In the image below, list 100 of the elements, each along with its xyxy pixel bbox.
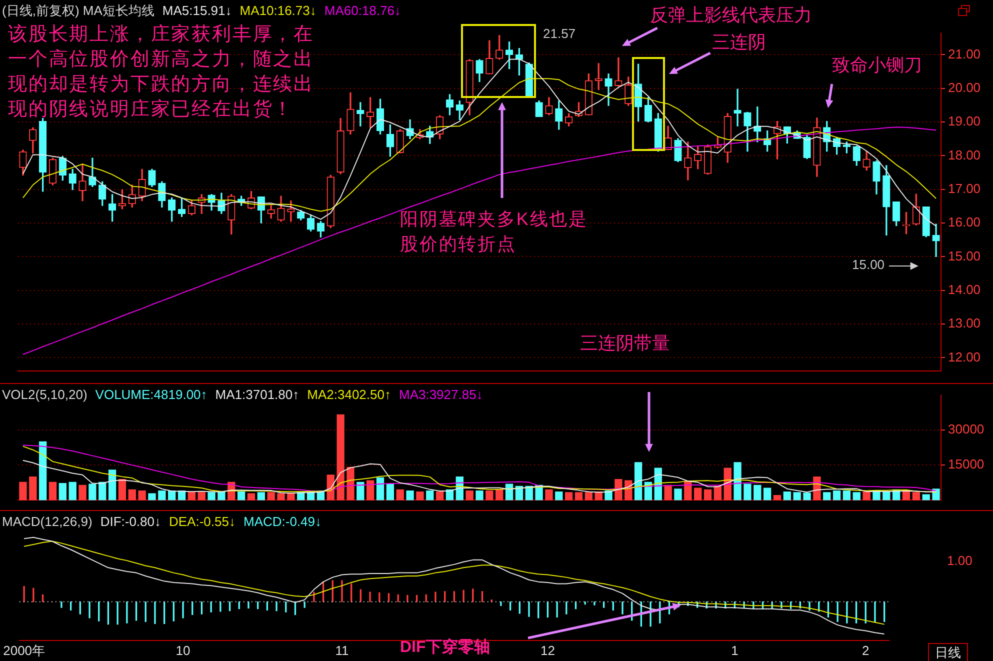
bar bbox=[832, 490, 841, 500]
x-tick-label: 12 bbox=[540, 642, 555, 658]
y-tick-label: 14.00 bbox=[948, 282, 981, 297]
bar bbox=[416, 491, 424, 500]
bar bbox=[584, 492, 592, 500]
bar bbox=[754, 484, 762, 500]
x-tick-label: 11 bbox=[335, 642, 349, 658]
bar bbox=[346, 466, 354, 500]
annotation: 三连阴带量 bbox=[580, 332, 670, 355]
text: MA60:18.76↓ bbox=[324, 3, 401, 18]
bar bbox=[396, 489, 404, 500]
bar bbox=[98, 482, 106, 500]
bar bbox=[614, 479, 622, 500]
y-tick-label: 15000 bbox=[948, 456, 984, 472]
candlestick bbox=[734, 88, 742, 126]
bar bbox=[198, 492, 206, 500]
bar bbox=[486, 490, 494, 500]
bar bbox=[108, 470, 116, 500]
text: MA2:3402.50↑ bbox=[307, 387, 391, 402]
text: 反弹上影线代表压力 bbox=[650, 4, 812, 27]
bar bbox=[118, 479, 126, 500]
x-tick-label: 10 bbox=[176, 642, 190, 658]
annotation: 阳阴墓碑夹多K线也是股价的转折点 bbox=[400, 208, 590, 256]
bar bbox=[714, 486, 722, 500]
annotation: 21.57 bbox=[542, 26, 577, 41]
bar bbox=[773, 494, 782, 500]
y-tick-label: 17.00 bbox=[948, 180, 981, 196]
y-tick-label: 20.00 bbox=[948, 80, 981, 95]
bar bbox=[29, 476, 37, 500]
text: 1.00 bbox=[947, 553, 972, 568]
bar bbox=[208, 492, 216, 500]
annotation: 15.00 bbox=[852, 257, 885, 272]
bar bbox=[734, 462, 742, 500]
candlestick bbox=[614, 57, 622, 87]
annotation: 该股长期上涨，庄家获利丰厚，在一个高位股价创新高之力，随之出现的却是转为下跌的方向，连续出现的阴线说明庄家已经在出货！ bbox=[8, 23, 315, 122]
x-tick-label: 2000年 bbox=[3, 642, 46, 658]
bar bbox=[912, 492, 920, 500]
bar bbox=[148, 493, 156, 500]
bar bbox=[38, 441, 47, 500]
bar bbox=[58, 483, 66, 500]
bar bbox=[277, 493, 285, 500]
text: MA10:16.73↓ bbox=[240, 3, 316, 18]
y-tick-label: 19.00 bbox=[948, 114, 981, 129]
bar bbox=[436, 491, 444, 500]
bar bbox=[356, 482, 364, 500]
bar bbox=[336, 414, 344, 500]
bar bbox=[744, 484, 752, 500]
text: DIF下穿零轴 bbox=[400, 637, 490, 658]
bar bbox=[882, 491, 890, 500]
chart-title: (日线,前复权) MA短长均线 bbox=[2, 3, 154, 18]
bar bbox=[763, 488, 772, 500]
bar bbox=[386, 484, 394, 500]
text: DEA:-0.55↓ bbox=[169, 514, 236, 529]
y-tick-label: 15.00 bbox=[948, 248, 981, 264]
bar bbox=[793, 492, 801, 500]
bar bbox=[158, 490, 166, 500]
bar bbox=[803, 492, 811, 500]
bar bbox=[932, 488, 940, 500]
bar bbox=[634, 462, 642, 500]
y-tick-label: 30000 bbox=[948, 422, 984, 437]
bar bbox=[426, 490, 434, 500]
bar bbox=[823, 492, 831, 500]
bar bbox=[862, 491, 870, 500]
bar bbox=[704, 489, 712, 500]
bar bbox=[88, 484, 96, 500]
bar bbox=[68, 482, 76, 500]
y-tick-label: 13.00 bbox=[948, 316, 981, 331]
bar bbox=[237, 491, 246, 500]
bar bbox=[218, 491, 226, 500]
bar bbox=[138, 490, 146, 500]
text: MA5:15.91↓ bbox=[162, 3, 232, 18]
bar bbox=[128, 489, 136, 500]
text: VOLUME:4819.00↑ bbox=[95, 387, 208, 402]
annotation: 三连阴 bbox=[712, 31, 766, 54]
bar bbox=[783, 491, 791, 500]
bar bbox=[574, 492, 583, 500]
bar bbox=[476, 490, 484, 500]
bar bbox=[19, 482, 27, 500]
text: MA3:3927.85↓ bbox=[398, 387, 483, 402]
bar bbox=[267, 492, 275, 500]
chart-title: MACD(12,26,9) bbox=[2, 514, 92, 529]
bar bbox=[564, 492, 573, 500]
bar bbox=[247, 493, 256, 500]
bar bbox=[78, 484, 86, 500]
text: 日线 bbox=[928, 643, 968, 661]
bar bbox=[922, 494, 930, 500]
bar bbox=[366, 480, 374, 500]
bar bbox=[406, 490, 414, 500]
y-tick-label: 12.00 bbox=[948, 349, 981, 364]
bar bbox=[188, 491, 196, 500]
annotation: 致命小铡刀 bbox=[832, 54, 922, 77]
bar bbox=[842, 490, 851, 500]
text: DIF:-0.80↓ bbox=[100, 514, 161, 529]
bar bbox=[257, 492, 265, 500]
y-tick-label: 16.00 bbox=[948, 214, 981, 230]
bar bbox=[48, 482, 57, 500]
bar bbox=[287, 493, 295, 500]
y-tick-label: 18.00 bbox=[948, 147, 981, 162]
bar bbox=[545, 489, 553, 500]
bar bbox=[555, 491, 563, 500]
